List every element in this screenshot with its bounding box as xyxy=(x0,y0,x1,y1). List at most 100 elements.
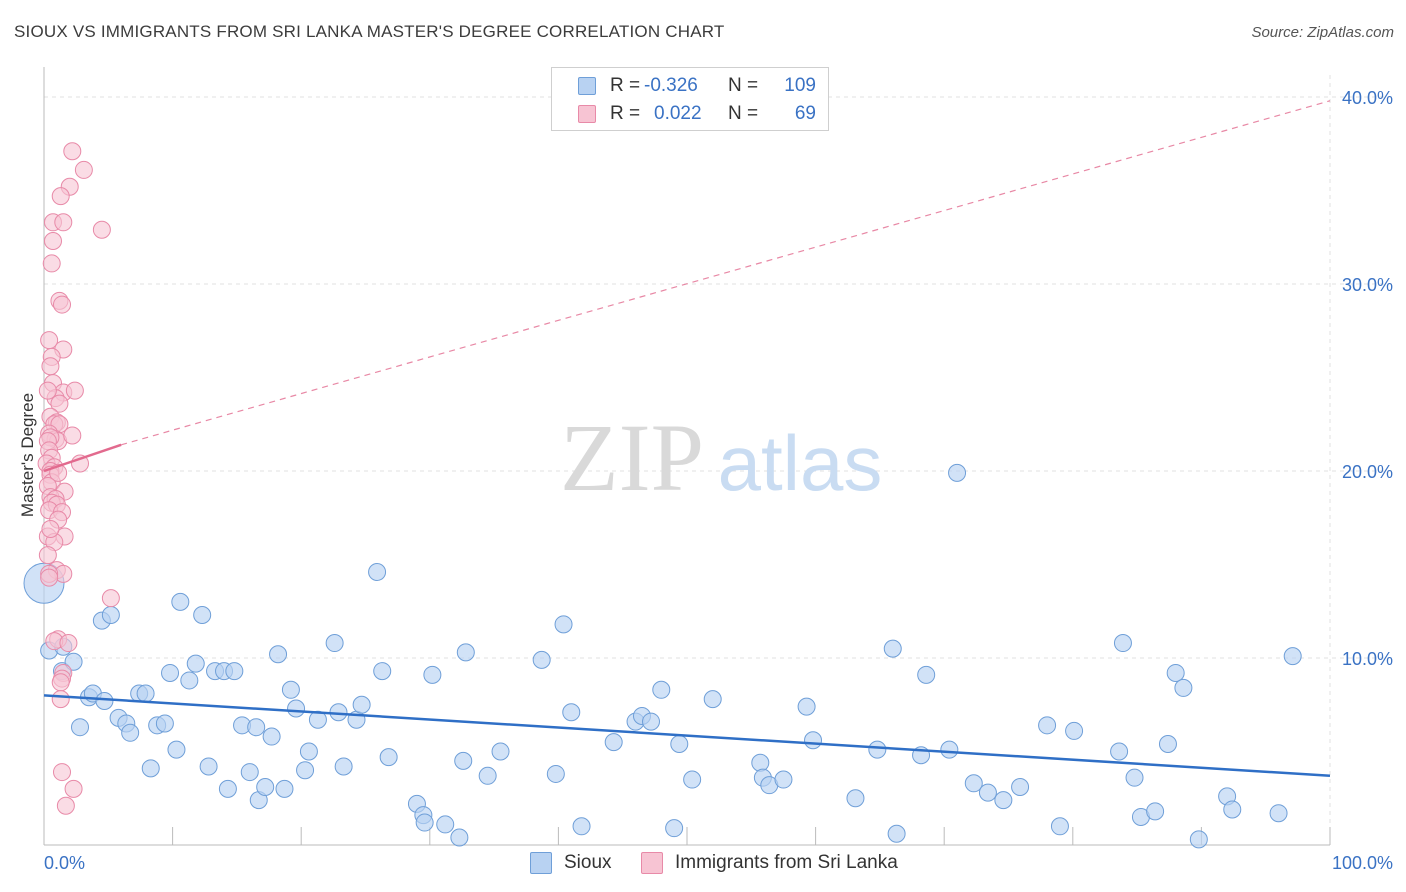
sioux-point xyxy=(240,763,259,782)
srilanka-point xyxy=(63,142,82,161)
sioux-point xyxy=(379,748,398,767)
x-tick-label: 100.0% xyxy=(1332,853,1393,873)
srilanka-point xyxy=(59,634,78,653)
srilanka-point xyxy=(38,546,57,565)
sioux-point xyxy=(275,779,294,798)
srilanka-trend-line xyxy=(43,443,122,473)
sioux-point xyxy=(546,764,565,783)
srilanka-point xyxy=(64,779,83,798)
sioux-point xyxy=(572,817,591,836)
y-tick-label: 10.0% xyxy=(1342,649,1393,669)
sioux-point xyxy=(454,751,473,770)
source-credit: Source: ZipAtlas.com xyxy=(1251,24,1394,41)
sioux-point xyxy=(652,680,671,699)
sioux-point xyxy=(436,815,455,834)
sioux-point xyxy=(334,757,353,776)
srilanka-point xyxy=(92,220,111,239)
srilanka-point xyxy=(40,568,59,587)
srilanka-point xyxy=(51,187,70,206)
sioux-point xyxy=(161,663,180,682)
sioux-point xyxy=(887,824,906,843)
sioux-point xyxy=(683,770,702,789)
srilanka-point xyxy=(51,673,70,692)
sioux-point xyxy=(604,733,623,752)
sioux-point xyxy=(121,723,140,742)
sioux-point xyxy=(368,562,387,581)
sioux-point xyxy=(1166,663,1185,682)
sioux-point xyxy=(225,662,244,681)
y-tick-label: 20.0% xyxy=(1342,462,1393,482)
sioux-point xyxy=(415,813,434,832)
n-value: 109 xyxy=(784,75,816,96)
sioux-point xyxy=(1223,800,1242,819)
sioux-point xyxy=(287,699,306,718)
sioux-point xyxy=(373,662,392,681)
srilanka-point xyxy=(42,254,61,273)
srilanka-legend-swatch xyxy=(641,852,663,874)
y-axis-label: Master's Degree xyxy=(18,393,37,517)
sioux-point xyxy=(155,714,174,733)
sioux-point xyxy=(1158,735,1177,754)
sioux-point xyxy=(218,779,237,798)
srilanka-swatch xyxy=(578,105,596,123)
grid-lines xyxy=(44,75,1392,845)
sioux-point xyxy=(101,605,120,624)
sioux-point xyxy=(450,828,469,847)
sioux-point xyxy=(978,783,997,802)
sioux-point xyxy=(641,712,660,731)
x-tick-label: 0.0% xyxy=(44,853,85,873)
sioux-point xyxy=(940,740,959,759)
r-value: -0.326 xyxy=(644,75,698,96)
srilanka-point xyxy=(54,213,73,232)
sioux-point xyxy=(193,605,212,624)
y-tick-label: 30.0% xyxy=(1342,275,1393,295)
sioux-point xyxy=(299,742,318,761)
sioux-point xyxy=(325,634,344,653)
sioux-legend-swatch xyxy=(530,852,552,874)
sioux-point xyxy=(491,742,510,761)
y-tick-label: 40.0% xyxy=(1342,88,1393,108)
legend-item-sioux[interactable]: Sioux xyxy=(530,852,612,874)
series-legend: Sioux Immigrants from Sri Lanka xyxy=(0,852,1406,876)
legend-label-sioux: Sioux xyxy=(564,852,612,873)
sioux-point xyxy=(262,727,281,746)
srilanka-point xyxy=(41,519,60,538)
sioux-point xyxy=(136,684,155,703)
legend-row-sioux: R = -0.326 N = 109 xyxy=(578,73,816,99)
chart-title: SIOUX VS IMMIGRANTS FROM SRI LANKA MASTE… xyxy=(14,22,725,41)
stats-legend: R = -0.326 N = 109 R = 0.022 N = 69 xyxy=(551,67,829,131)
sioux-point xyxy=(478,766,497,785)
srilanka-point xyxy=(56,796,75,815)
srilanka-point xyxy=(74,160,93,179)
srilanka-point xyxy=(53,763,72,782)
srilanka-point xyxy=(44,231,63,250)
sioux-point xyxy=(1113,634,1132,653)
sioux-point xyxy=(180,671,199,690)
sioux-point xyxy=(1283,647,1302,666)
sioux-point xyxy=(1050,817,1069,836)
sioux-point xyxy=(186,654,205,673)
sioux-point xyxy=(1038,716,1057,735)
sioux-point xyxy=(1065,721,1084,740)
r-label: R = xyxy=(610,103,641,124)
sioux-point xyxy=(665,819,684,838)
n-label: N = xyxy=(728,75,759,96)
sioux-point xyxy=(171,592,190,611)
srilanka-points xyxy=(37,142,120,815)
srilanka-point xyxy=(50,394,69,413)
srilanka-point xyxy=(65,381,84,400)
sioux-point xyxy=(562,703,581,722)
sioux-point xyxy=(774,770,793,789)
legend-item-srilanka[interactable]: Immigrants from Sri Lanka xyxy=(641,852,898,874)
axis-ticks: 10.0% 20.0% 30.0% 40.0% 0.0% 100.0% xyxy=(44,88,1393,873)
sioux-point xyxy=(269,645,288,664)
sioux-point xyxy=(532,650,551,669)
sioux-point xyxy=(703,690,722,709)
n-label: N = xyxy=(728,103,759,124)
sioux-point xyxy=(423,665,442,684)
r-label: R = xyxy=(610,75,641,96)
sioux-point xyxy=(281,680,300,699)
sioux-point xyxy=(141,759,160,778)
sioux-trend-line xyxy=(43,694,1331,778)
